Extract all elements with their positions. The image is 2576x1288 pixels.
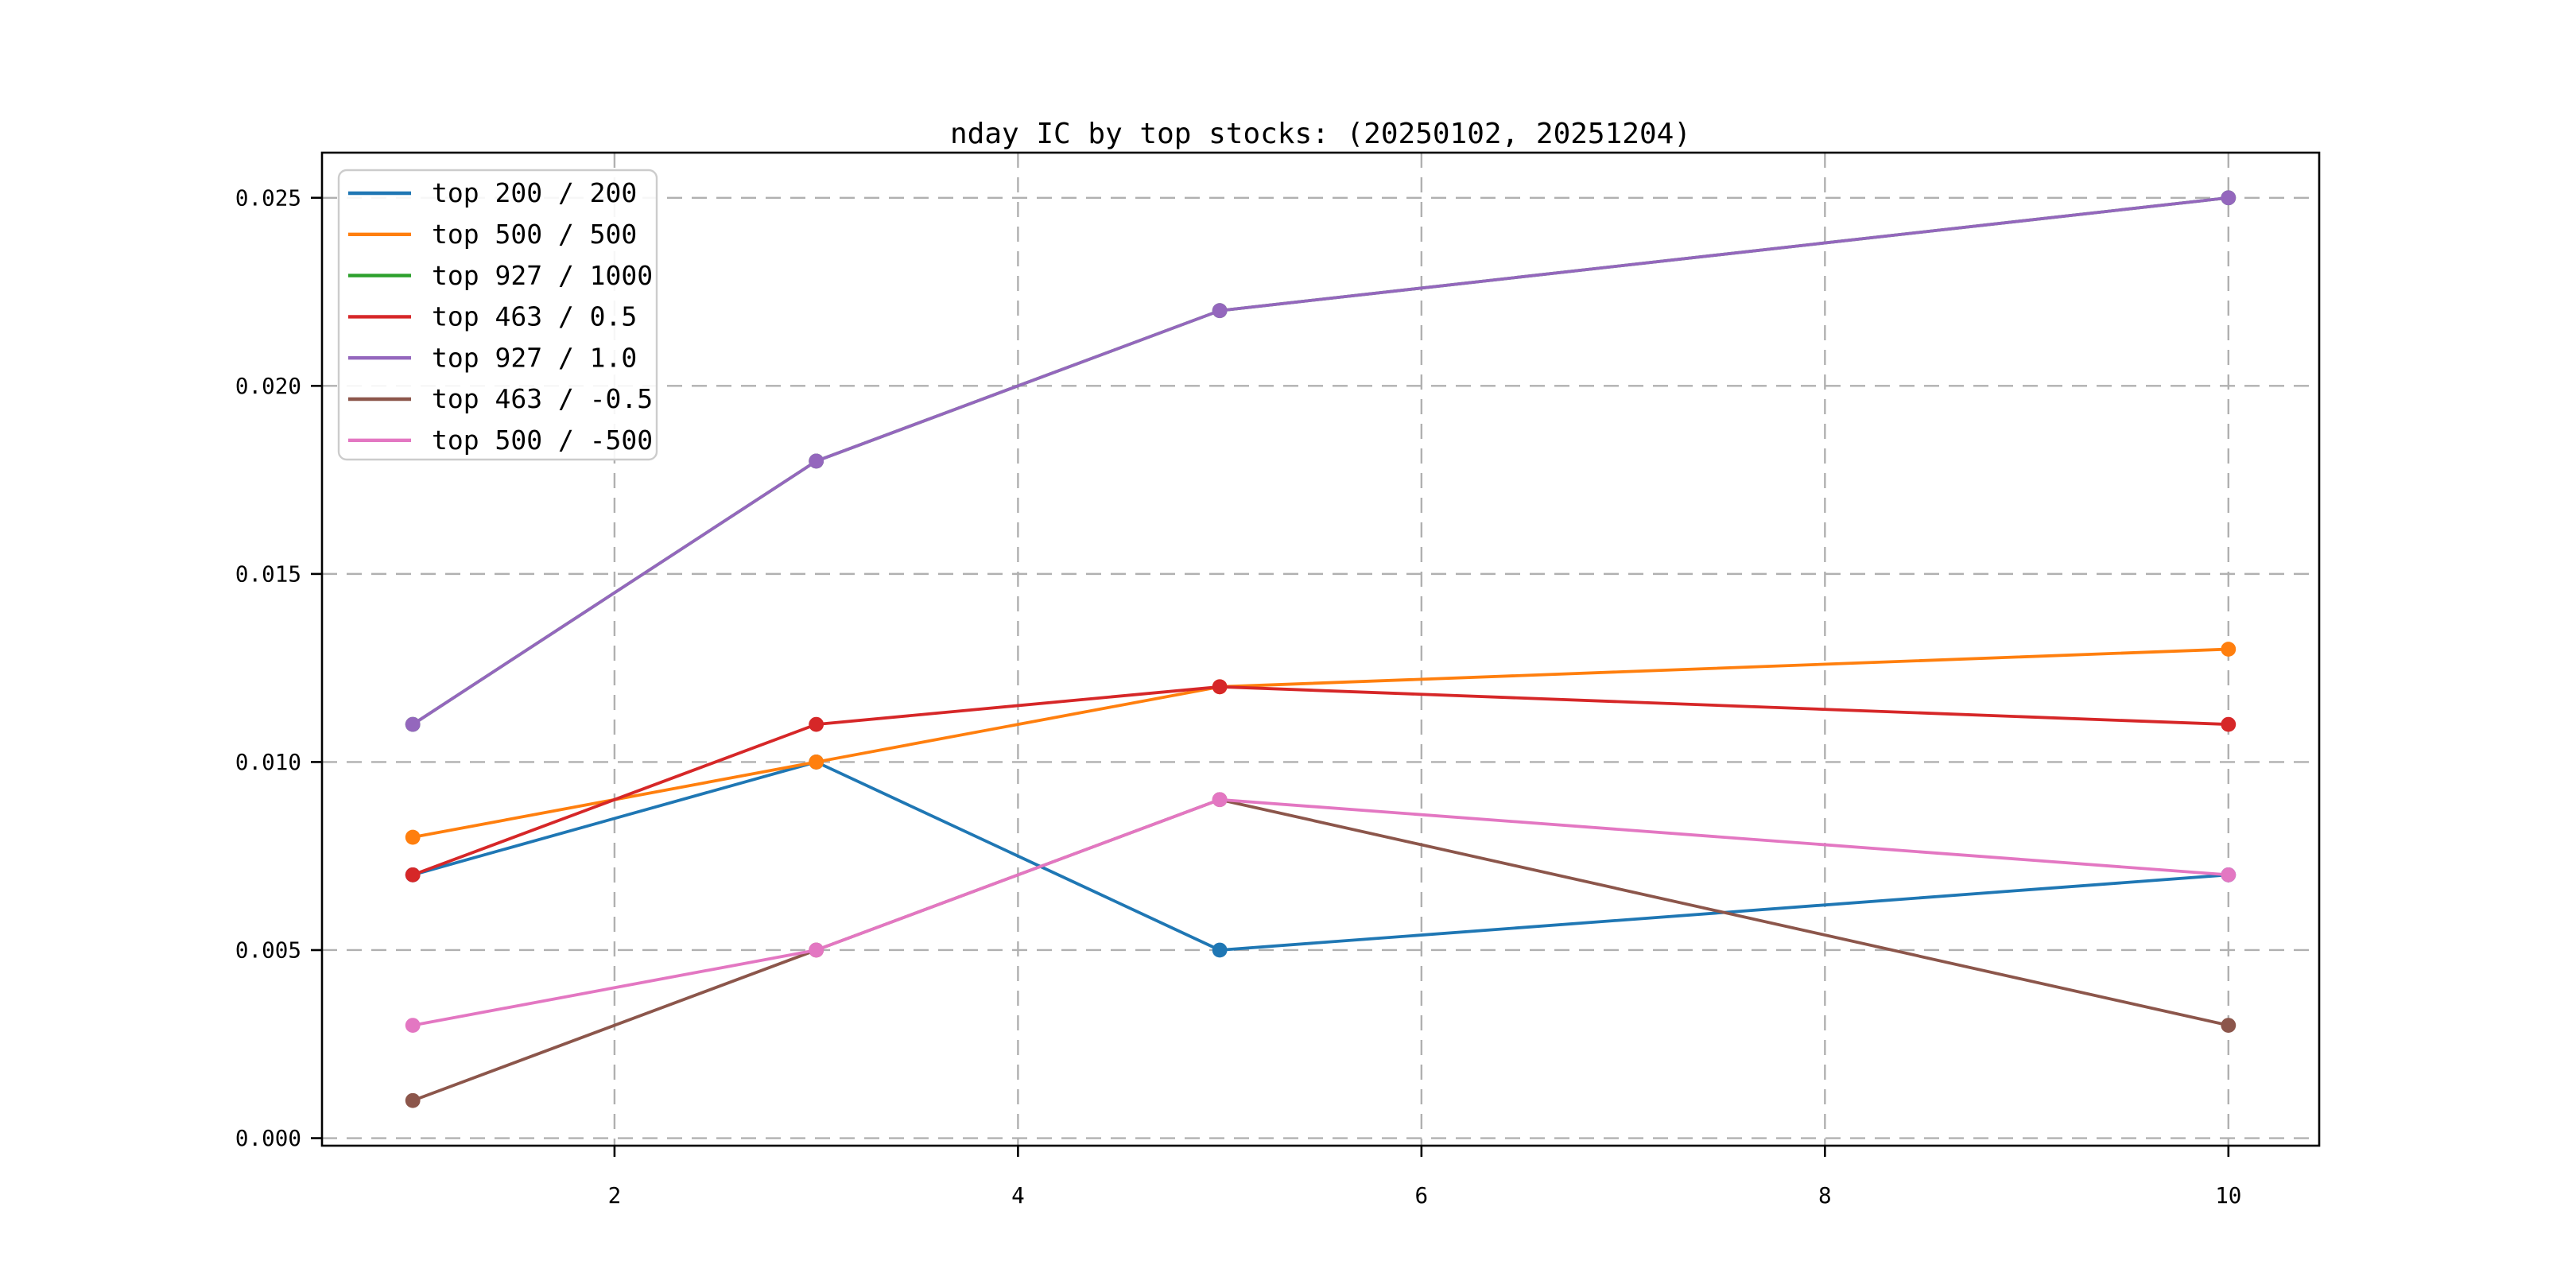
legend-box [337, 169, 658, 461]
series-marker [1212, 942, 1228, 958]
series-marker [2221, 1018, 2237, 1034]
series-marker [405, 829, 421, 845]
series-marker [1212, 679, 1228, 695]
y-tick-label: 0.010 [235, 749, 301, 775]
series-marker [1212, 792, 1228, 808]
x-tick-label: 8 [1818, 1182, 1832, 1208]
series-marker [809, 942, 824, 958]
series-marker [405, 1092, 421, 1108]
legend-label: top 463 / -0.5 [432, 383, 653, 414]
legend-item: top 500 / -500 [348, 425, 653, 456]
series-marker [2221, 190, 2237, 206]
legend-label: top 927 / 1.0 [432, 342, 637, 373]
y-tick-label: 0.020 [235, 373, 301, 399]
legend-item: top 200 / 200 [348, 177, 637, 208]
series-marker [405, 716, 421, 732]
series-marker [2221, 867, 2237, 883]
legend-item: top 927 / 1.0 [348, 342, 637, 373]
series-marker [2221, 642, 2237, 657]
series-marker [809, 755, 824, 770]
axis-ticks: 0.000 0.005 0.010 0.015 0.020 0.025 2 4 6 8 10 [235, 184, 2242, 1208]
legend-label: top 500 / -500 [432, 425, 653, 456]
legend-item: top 500 / 500 [348, 219, 637, 250]
legend-label: top 200 / 200 [432, 177, 637, 208]
series-line [411, 647, 2230, 839]
plot-border [320, 151, 2321, 1147]
legend-label: top 463 / 0.5 [432, 301, 637, 332]
series-line [411, 196, 2230, 727]
x-tick-label: 2 [608, 1182, 622, 1208]
legend-item: top 463 / -0.5 [348, 383, 653, 414]
legend-label: top 927 / 1000 [432, 260, 653, 291]
series-line [411, 797, 2230, 1027]
y-tick-label: 0.000 [235, 1125, 301, 1151]
series-marker [405, 867, 421, 883]
series-marker [405, 1018, 421, 1034]
series-lines [405, 190, 2237, 1108]
x-tick-label: 4 [1011, 1182, 1025, 1208]
legend-item: top 927 / 1000 [348, 260, 653, 291]
series-line [411, 685, 2230, 877]
y-tick-label: 0.015 [235, 561, 301, 587]
y-tick-label: 0.025 [235, 184, 301, 211]
x-tick-label: 6 [1415, 1182, 1429, 1208]
x-tick-label: 10 [2215, 1182, 2241, 1208]
series-marker [2221, 716, 2237, 732]
legend: top 200 / 200 top 500 / 500 top 927 / 1000… [337, 169, 658, 461]
y-tick-label: 0.005 [235, 937, 301, 964]
series-marker [809, 453, 824, 469]
series-line [411, 196, 2230, 727]
legend-label: top 500 / 500 [432, 219, 637, 250]
series-marker [809, 716, 824, 732]
chart-title: nday IC by top stocks: (20250102, 202512… [950, 118, 1691, 150]
legend-item: top 463 / 0.5 [348, 301, 637, 332]
series-marker [1212, 303, 1228, 319]
